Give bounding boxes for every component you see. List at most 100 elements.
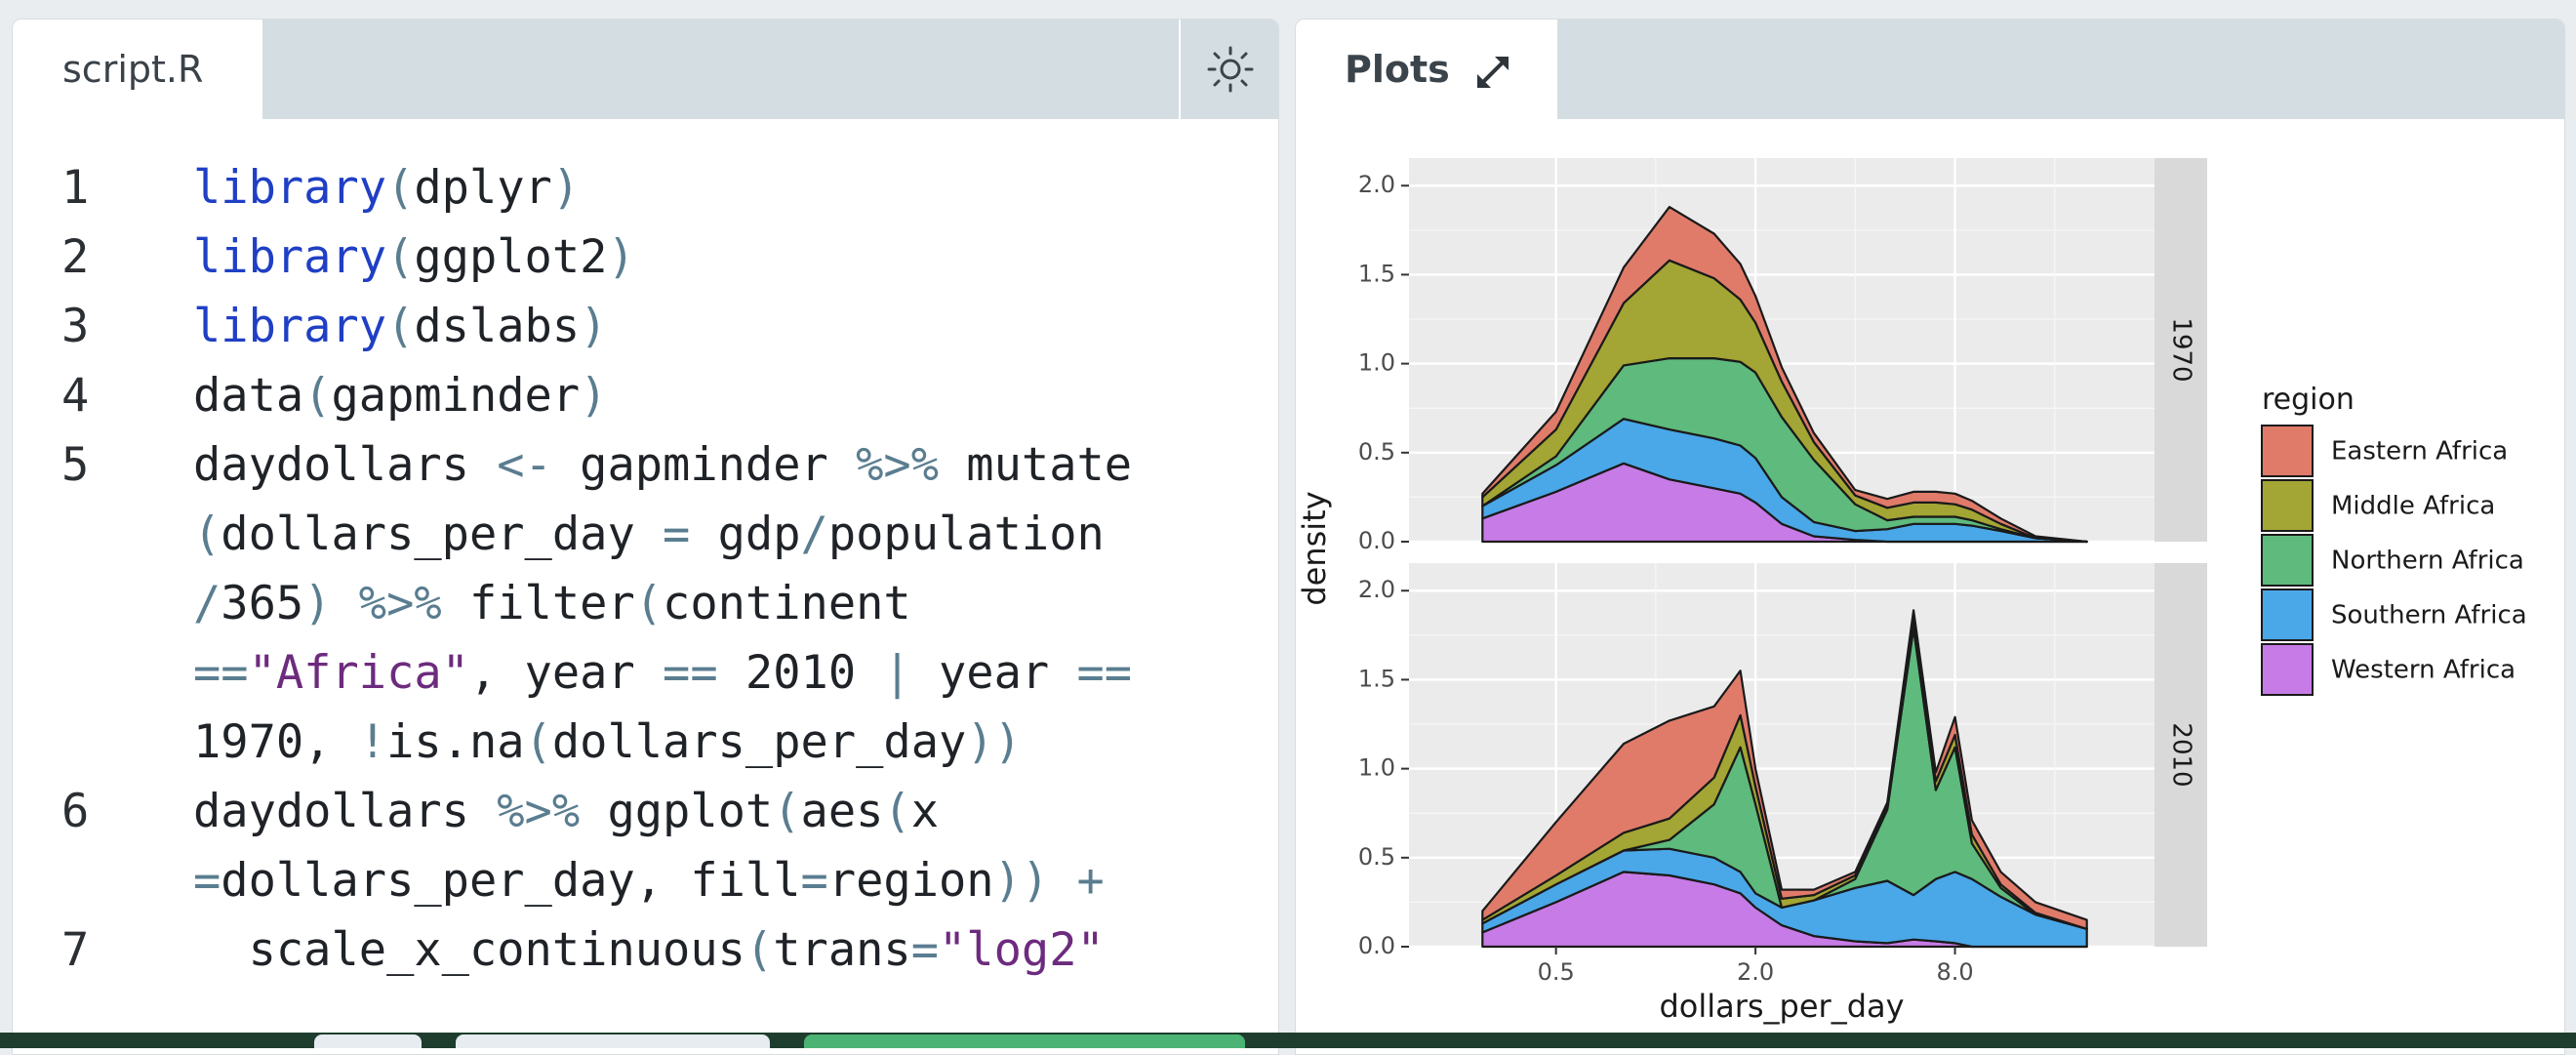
expand-icon[interactable]: [1471, 51, 1514, 94]
legend-swatch: [2261, 588, 2314, 641]
legend-label: Northern Africa: [2331, 547, 2524, 576]
facet-label: 2010: [2167, 722, 2196, 787]
code-token: aes: [800, 785, 884, 838]
chart-legend: region Eastern Africa Middle Africa Norther…: [2261, 383, 2527, 696]
y-axis-label: density: [1296, 491, 1333, 605]
y-tick-label: 0.5: [1358, 438, 1395, 466]
code-token: =: [910, 923, 940, 977]
code-token: dollars_per_day: [221, 507, 664, 561]
code-token: =: [800, 854, 828, 908]
legend-label: Western Africa: [2331, 656, 2516, 685]
y-tick-label: 1.5: [1358, 260, 1395, 287]
code-token: trans: [773, 923, 911, 977]
code-token: %>%: [358, 577, 442, 630]
code-token: gapminder: [551, 438, 857, 492]
code-token: %>%: [856, 438, 940, 492]
code-text: /365) %>% filter(continent: [193, 577, 911, 630]
code-token: ): [551, 161, 581, 215]
code-text: 1970, !is.na(dollars_per_day)): [193, 715, 1022, 769]
code-token: (: [524, 715, 552, 769]
line-number: 1: [61, 161, 90, 215]
code-token: 1970,: [193, 715, 359, 769]
code-token: =: [663, 507, 691, 561]
y-tick-label: 0.5: [1358, 843, 1395, 871]
plots-pane: Plots 1970 0.0 0.5 1.0 1.5 2.0 2010 0.0 0.5 1.0 1…: [1295, 19, 2565, 1055]
x-axis-label: dollars_per_day: [1659, 988, 1904, 1025]
tab-script-r[interactable]: script.R: [13, 20, 262, 119]
code-token: ): [607, 230, 635, 284]
code-token: dplyr: [414, 161, 552, 215]
code-token: population: [827, 507, 1105, 561]
legend-swatch: [2261, 479, 2314, 532]
code-token: ==: [1076, 646, 1133, 700]
legend-label: Middle Africa: [2331, 492, 2495, 521]
x-tick-label: 2.0: [1737, 958, 1774, 986]
code-token: /: [193, 577, 221, 630]
area-eastern-africa-1970: [1481, 206, 2088, 544]
code-token: (: [303, 369, 332, 423]
y-tick-label: 0.0: [1358, 527, 1395, 554]
legend-swatch: [2261, 534, 2314, 587]
code-token: "Africa": [248, 646, 469, 700]
line-number: 6: [61, 785, 90, 838]
code-token: continent: [663, 577, 911, 630]
code-token: (: [883, 785, 911, 838]
x-tick-label: 8.0: [1936, 958, 1973, 986]
code-token: ==: [663, 646, 718, 700]
toolbar-chip[interactable]: [456, 1035, 770, 1048]
facet-strip: [2154, 158, 2207, 542]
code-token: dslabs: [414, 300, 581, 353]
plots-tabbar: Plots: [1296, 20, 2564, 119]
facet-2010: 2010 0.0 0.5 1.0 1.5 2.0: [1358, 563, 2207, 959]
editor-pane: script.R 1 library(dplyr) 2 library(ggplot2…: [12, 19, 1279, 1055]
code-token: !: [358, 715, 387, 769]
code-token: (: [386, 230, 415, 284]
code-token: scale_x_continuous: [193, 923, 745, 977]
code-token: dollars_per_day, fill: [221, 854, 801, 908]
code-token: (: [634, 577, 664, 630]
code-token: ggplot2: [414, 230, 608, 284]
code-token: +: [1076, 854, 1105, 908]
code-text: library(dslabs): [193, 300, 607, 353]
code-token: 2010: [717, 646, 884, 700]
code-text: (dollars_per_day = gdp/population: [193, 507, 1105, 561]
code-token: filter: [441, 577, 635, 630]
code-token: "log2": [939, 923, 1105, 977]
code-token: ==: [193, 646, 249, 700]
code-token: )): [993, 854, 1050, 908]
code-token: )): [966, 715, 1022, 769]
code-token: [1049, 854, 1076, 908]
code-token: |: [883, 646, 911, 700]
sun-icon: [1207, 46, 1254, 93]
y-tick-label: 2.0: [1358, 171, 1395, 198]
code-token: ): [580, 300, 608, 353]
code-token: gdp: [690, 507, 801, 561]
facet-1970: 1970 0.0 0.5 1.0 1.5 2.0: [1358, 158, 2207, 554]
code-text: =dollars_per_day, fill=region)) +: [193, 854, 1105, 908]
code-token: (: [193, 507, 221, 561]
run-button[interactable]: [804, 1035, 1245, 1048]
tab-label: Plots: [1345, 48, 1450, 91]
tab-plots[interactable]: Plots: [1296, 20, 1557, 119]
code-token: data: [193, 369, 304, 423]
code-token: dollars_per_day: [551, 715, 967, 769]
code-text: =="Africa", year == 2010 | year ==: [193, 646, 1132, 700]
theme-toggle-button[interactable]: [1179, 20, 1278, 119]
code-token: is.na: [386, 715, 525, 769]
code-text: library(ggplot2): [193, 230, 635, 284]
line-number: 2: [61, 230, 90, 284]
editor-tabbar: script.R: [13, 20, 1278, 119]
code-token: 365: [221, 577, 304, 630]
toolbar-chip[interactable]: [314, 1035, 422, 1048]
y-tick-label: 1.0: [1358, 754, 1395, 782]
code-text: daydollars <- gapminder %>% mutate: [193, 438, 1132, 492]
legend-label: Eastern Africa: [2331, 437, 2508, 467]
code-token: region: [827, 854, 994, 908]
code-text: scale_x_continuous(trans="log2": [193, 923, 1105, 977]
code-token: %>%: [497, 785, 581, 838]
code-text: library(dplyr): [193, 161, 580, 215]
code-token: year: [910, 646, 1077, 700]
code-token: ): [303, 577, 332, 630]
x-tick-label: 0.5: [1538, 958, 1575, 986]
code-token: (: [745, 923, 774, 977]
